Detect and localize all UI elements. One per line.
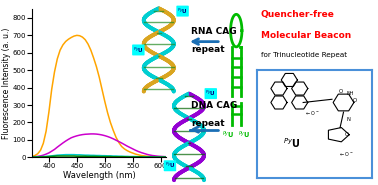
- Text: DNA CAG: DNA CAG: [191, 101, 237, 110]
- Text: $^{Py}$U: $^{Py}$U: [133, 45, 144, 55]
- Text: O: O: [345, 132, 349, 137]
- Text: N: N: [347, 117, 351, 122]
- Text: Quencher-free: Quencher-free: [261, 10, 335, 19]
- Text: $^{Py}$U: $^{Py}$U: [283, 136, 301, 150]
- Text: $^{Py}$U: $^{Py}$U: [164, 161, 175, 170]
- Y-axis label: Fluorescence Intensity (a. u.): Fluorescence Intensity (a. u.): [2, 28, 11, 139]
- X-axis label: Wavelength (nm): Wavelength (nm): [63, 171, 136, 180]
- Text: repeat: repeat: [191, 120, 225, 128]
- Text: $^{Py}$U: $^{Py}$U: [177, 6, 188, 16]
- Text: for Trinucleotide Repeat: for Trinucleotide Repeat: [261, 53, 347, 58]
- Text: Molecular Beacon: Molecular Beacon: [261, 31, 351, 40]
- Text: NH: NH: [347, 91, 354, 96]
- Text: O: O: [339, 89, 343, 94]
- Text: $^{Py}$U: $^{Py}$U: [237, 130, 250, 141]
- Text: O: O: [353, 98, 357, 103]
- Text: $\leftarrow$O$^-$: $\leftarrow$O$^-$: [305, 109, 320, 117]
- Text: $\leftarrow$O$^-$: $\leftarrow$O$^-$: [339, 150, 355, 158]
- Text: $^{Py}$U: $^{Py}$U: [222, 130, 235, 141]
- Text: repeat: repeat: [191, 46, 225, 54]
- Text: $^{Py}$U: $^{Py}$U: [205, 89, 216, 98]
- Text: RNA CAG: RNA CAG: [191, 27, 237, 36]
